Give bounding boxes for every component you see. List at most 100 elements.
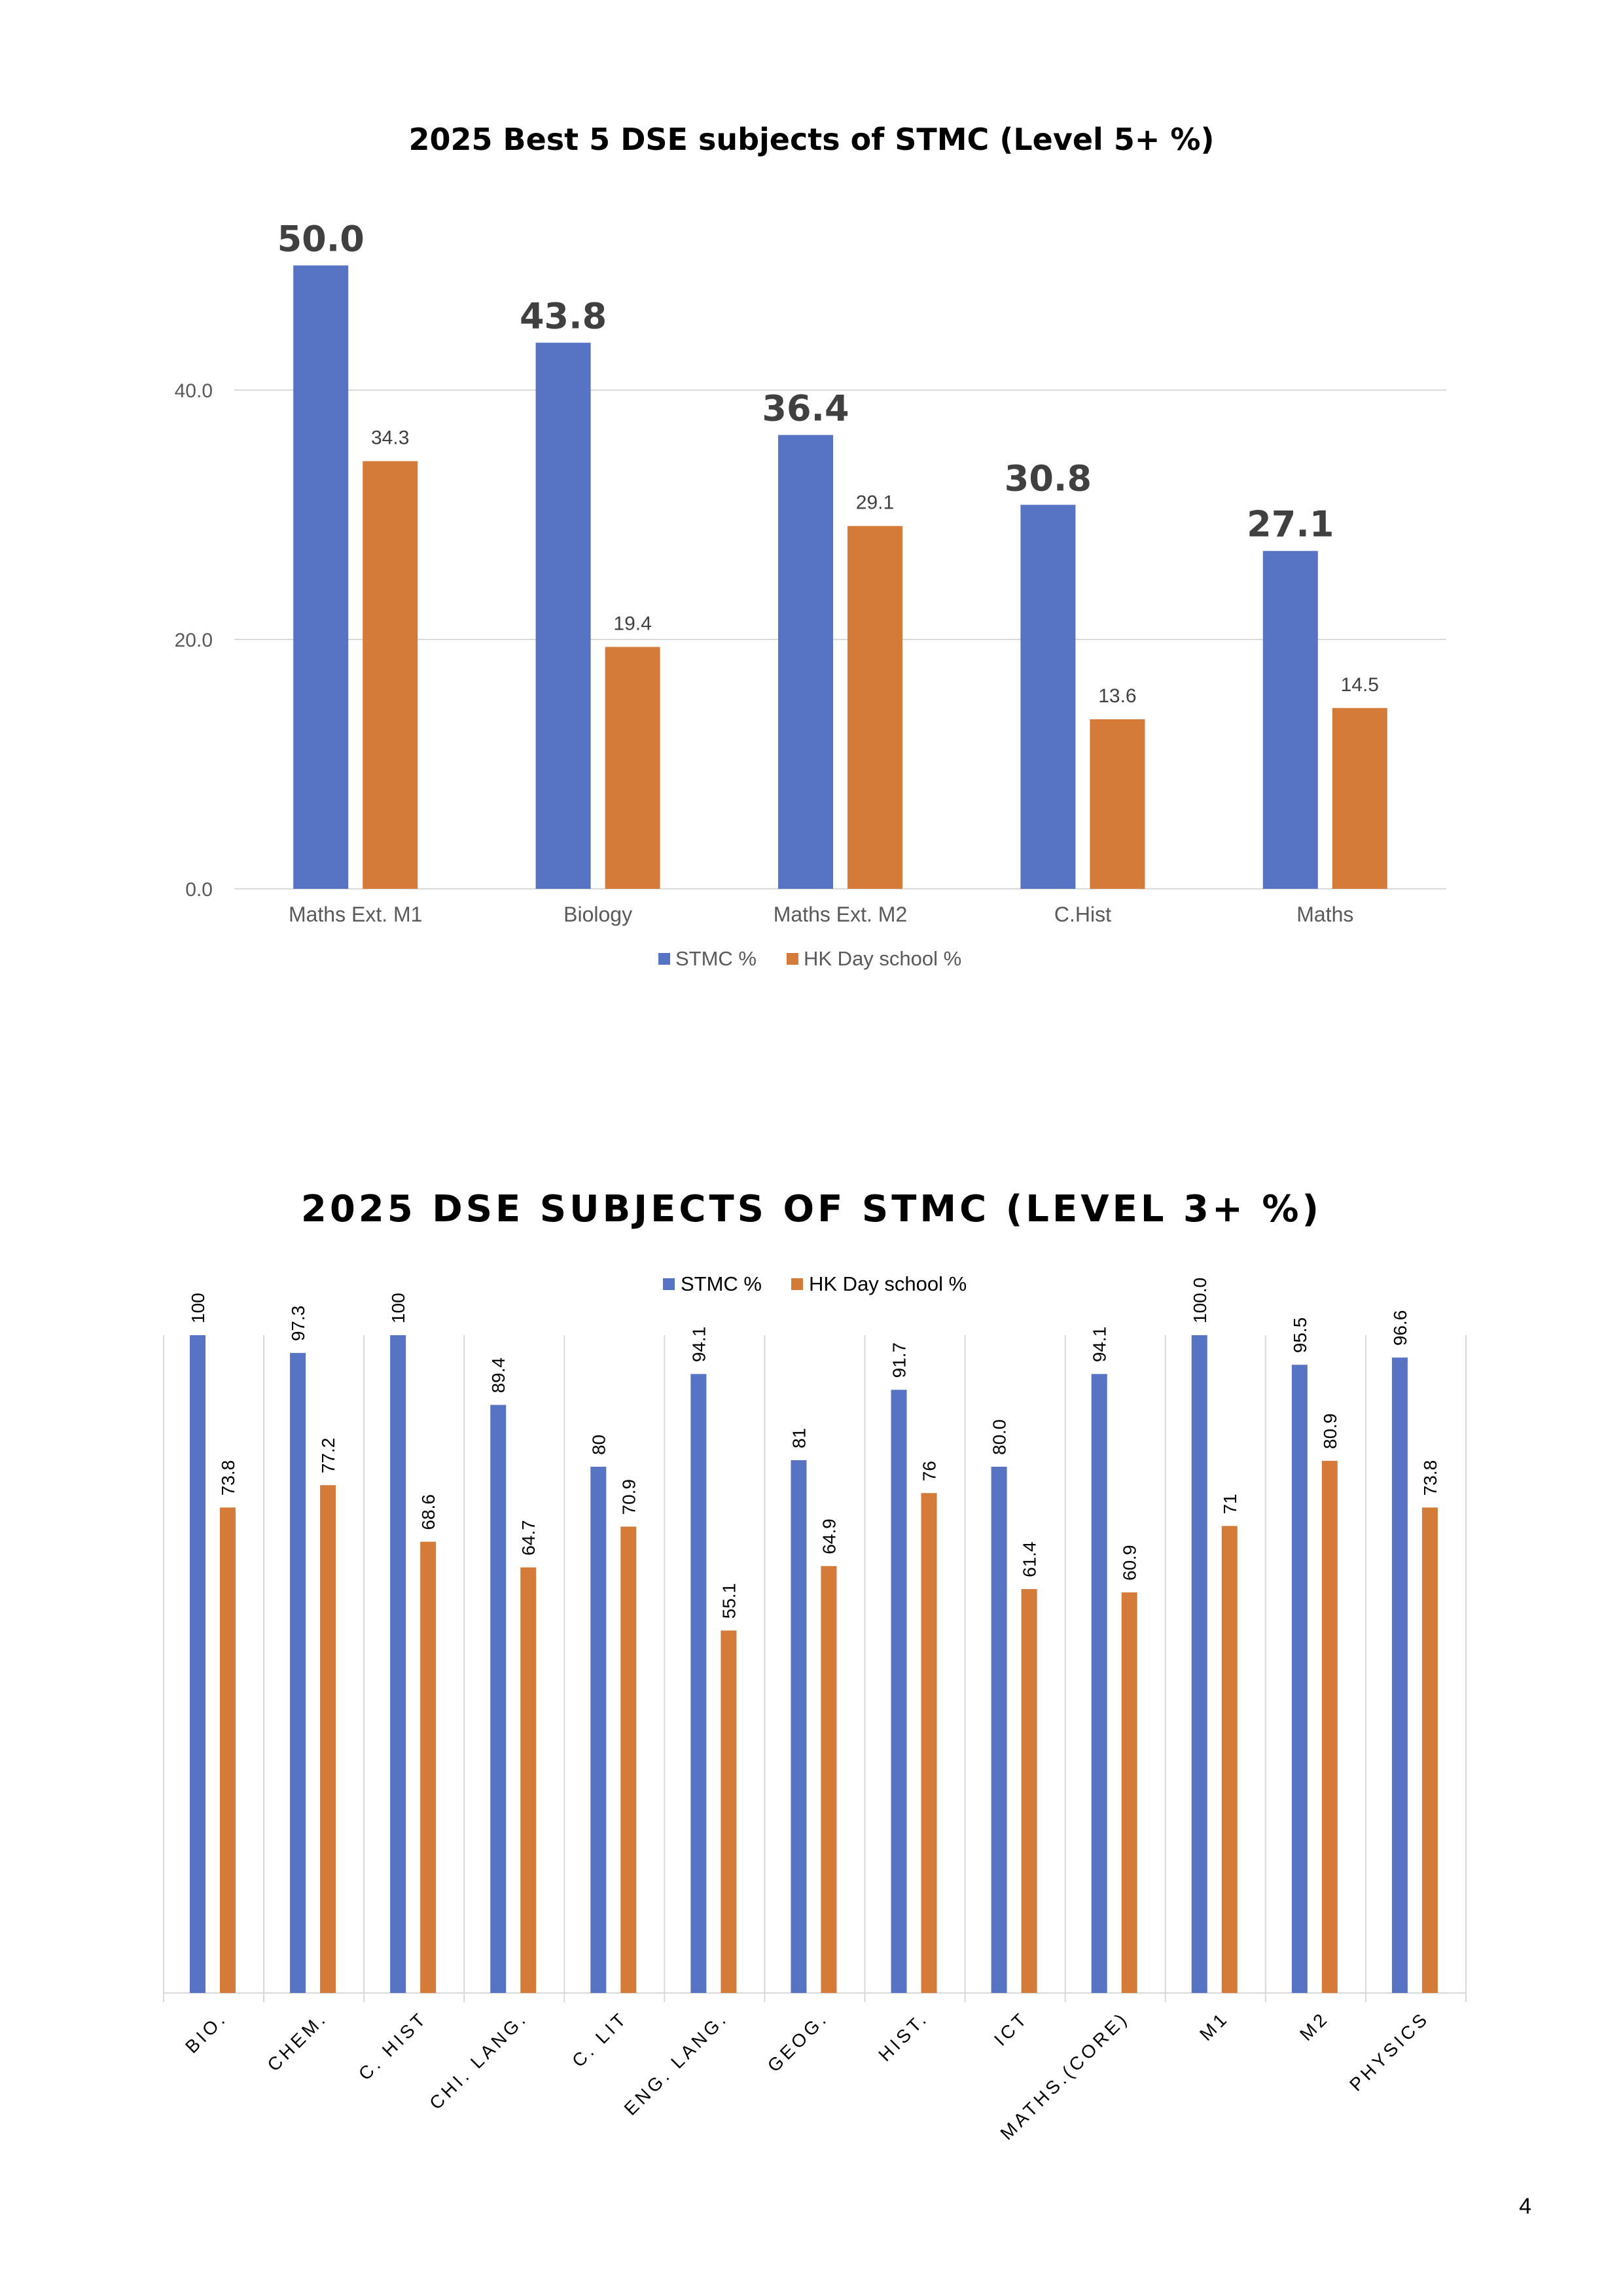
data-label-hk: 76 <box>919 1461 940 1481</box>
bar-hk <box>1332 708 1387 889</box>
legend-label-stmc: STMC % <box>675 947 757 970</box>
legend-label-stmc: STMC % <box>681 1272 762 1295</box>
data-label-stmc: 96.6 <box>1390 1310 1410 1346</box>
x-tick-label: HIST. <box>874 2007 932 2065</box>
data-label-hk: 34.3 <box>371 427 409 449</box>
bar-stmc <box>690 1374 707 1993</box>
y-tick-label: 0.0 <box>185 879 213 901</box>
x-tick-label: BIO. <box>181 2007 231 2057</box>
bar-hk <box>921 1493 937 1993</box>
data-label-stmc: 80 <box>588 1435 609 1455</box>
data-label-hk: 64.9 <box>819 1518 839 1554</box>
data-label-stmc: 36.4 <box>762 388 849 429</box>
bar-hk <box>605 647 660 889</box>
y-tick-label: 40.0 <box>175 380 213 402</box>
data-label-hk: 71 <box>1220 1494 1240 1514</box>
data-label-hk: 68.6 <box>418 1494 438 1530</box>
data-label-hk: 73.8 <box>1420 1460 1440 1496</box>
x-tick-label: CHEM. <box>263 2007 330 2075</box>
data-label-hk: 77.2 <box>318 1438 338 1474</box>
x-tick-label: CHI. LANG. <box>425 2007 531 2113</box>
x-tick-label: ICT <box>990 2007 1032 2049</box>
data-label-stmc: 80.0 <box>990 1420 1010 1456</box>
x-tick-label: C. HIST <box>355 2007 431 2084</box>
data-label-hk: 55.1 <box>719 1583 739 1619</box>
legend-swatch-hk <box>791 1278 803 1290</box>
data-label-stmc: 91.7 <box>889 1342 910 1378</box>
bar-hk <box>1421 1507 1438 1993</box>
data-label-stmc: 43.8 <box>520 296 607 337</box>
bar-hk <box>1221 1526 1238 1993</box>
data-label-hk: 80.9 <box>1320 1413 1340 1449</box>
bar-stmc <box>390 1335 406 1993</box>
data-label-stmc: 97.3 <box>288 1306 308 1342</box>
bar-hk <box>1021 1588 1037 1993</box>
data-label-stmc: 30.8 <box>1005 457 1092 499</box>
bar-hk <box>620 1526 637 1993</box>
x-tick-label: Maths <box>1296 903 1353 926</box>
bar-stmc <box>190 1335 205 1993</box>
bar-hk <box>1321 1460 1338 1993</box>
data-label-stmc: 94.1 <box>1090 1327 1110 1363</box>
data-label-stmc: 89.4 <box>488 1357 508 1393</box>
page-number: 4 <box>1519 2194 1531 2219</box>
bar-hk <box>420 1541 437 1993</box>
data-label-hk: 64.7 <box>518 1520 539 1556</box>
bar-stmc <box>1391 1357 1408 1993</box>
legend-label-hk: HK Day school % <box>804 947 961 970</box>
bar-hk <box>320 1485 336 1993</box>
data-label-hk: 13.6 <box>1098 685 1136 707</box>
bar-stmc <box>293 265 349 889</box>
chart1-title: 2025 Best 5 DSE subjects of STMC (Level … <box>408 122 1215 157</box>
bar-stmc <box>490 1405 507 1993</box>
x-tick-label: Maths Ext. M2 <box>774 903 908 926</box>
data-label-stmc: 27.1 <box>1247 504 1334 545</box>
x-tick-label: C.Hist <box>1054 903 1111 926</box>
bar-stmc <box>1091 1374 1107 1993</box>
bar-stmc <box>778 435 833 889</box>
bar-hk <box>520 1567 537 1993</box>
data-label-hk: 73.8 <box>218 1460 238 1496</box>
data-label-stmc: 100 <box>188 1293 208 1323</box>
data-label-stmc: 81 <box>789 1428 809 1448</box>
x-tick-label: M1 <box>1196 2007 1233 2045</box>
bar-stmc <box>791 1460 807 1993</box>
data-label-hk: 14.5 <box>1341 674 1379 696</box>
chart2-plot: STMC % HK Day school % 100 73.8 BIO. 97.3 77.2… <box>163 1272 1467 2144</box>
legend-label-hk: HK Day school % <box>809 1272 967 1295</box>
x-tick-label: ENG. LANG. <box>620 2007 732 2119</box>
bar-hk <box>363 461 418 889</box>
bar-stmc <box>535 342 591 889</box>
bar-stmc <box>590 1467 607 1993</box>
bar-hk <box>1121 1592 1137 1993</box>
bar-stmc <box>1191 1335 1207 1993</box>
x-tick-label: C. LIT <box>568 2007 632 2071</box>
x-tick-label: GEOG. <box>764 2007 832 2076</box>
bar-stmc <box>290 1353 306 1993</box>
bar-hk <box>721 1630 737 1993</box>
bar-hk <box>821 1566 837 1993</box>
x-tick-label: PHYSICS <box>1346 2007 1433 2095</box>
data-label-hk: 19.4 <box>613 613 651 634</box>
data-label-stmc: 100.0 <box>1190 1278 1210 1323</box>
chart1-plot: 0.0 20.0 40.0 50.0 34.3 Maths Ext. M1 43.8 19.4… <box>175 219 1446 970</box>
y-tick-label: 20.0 <box>175 630 213 651</box>
data-label-stmc: 100 <box>388 1293 408 1323</box>
data-label-stmc: 50.0 <box>277 219 365 260</box>
x-tick-label: Biology <box>563 903 632 926</box>
data-label-hk: 61.4 <box>1020 1541 1040 1577</box>
bar-hk <box>1090 719 1145 889</box>
x-tick-label: Maths Ext. M1 <box>289 903 423 926</box>
data-label-hk: 60.9 <box>1120 1545 1140 1581</box>
x-tick-label: M2 <box>1296 2007 1333 2045</box>
bar-stmc <box>1020 505 1076 889</box>
chart2-title: 2025 DSE SUBJECTS OF STMC (LEVEL 3+ %) <box>300 1188 1323 1230</box>
legend-swatch-stmc <box>658 953 670 965</box>
bar-hk <box>847 526 902 889</box>
bar-stmc <box>1262 550 1318 889</box>
legend-swatch-hk <box>787 953 798 965</box>
bar-stmc <box>1291 1365 1308 1993</box>
bar-hk <box>220 1507 236 1993</box>
bar-stmc <box>991 1467 1007 1993</box>
data-label-hk: 29.1 <box>856 492 894 514</box>
